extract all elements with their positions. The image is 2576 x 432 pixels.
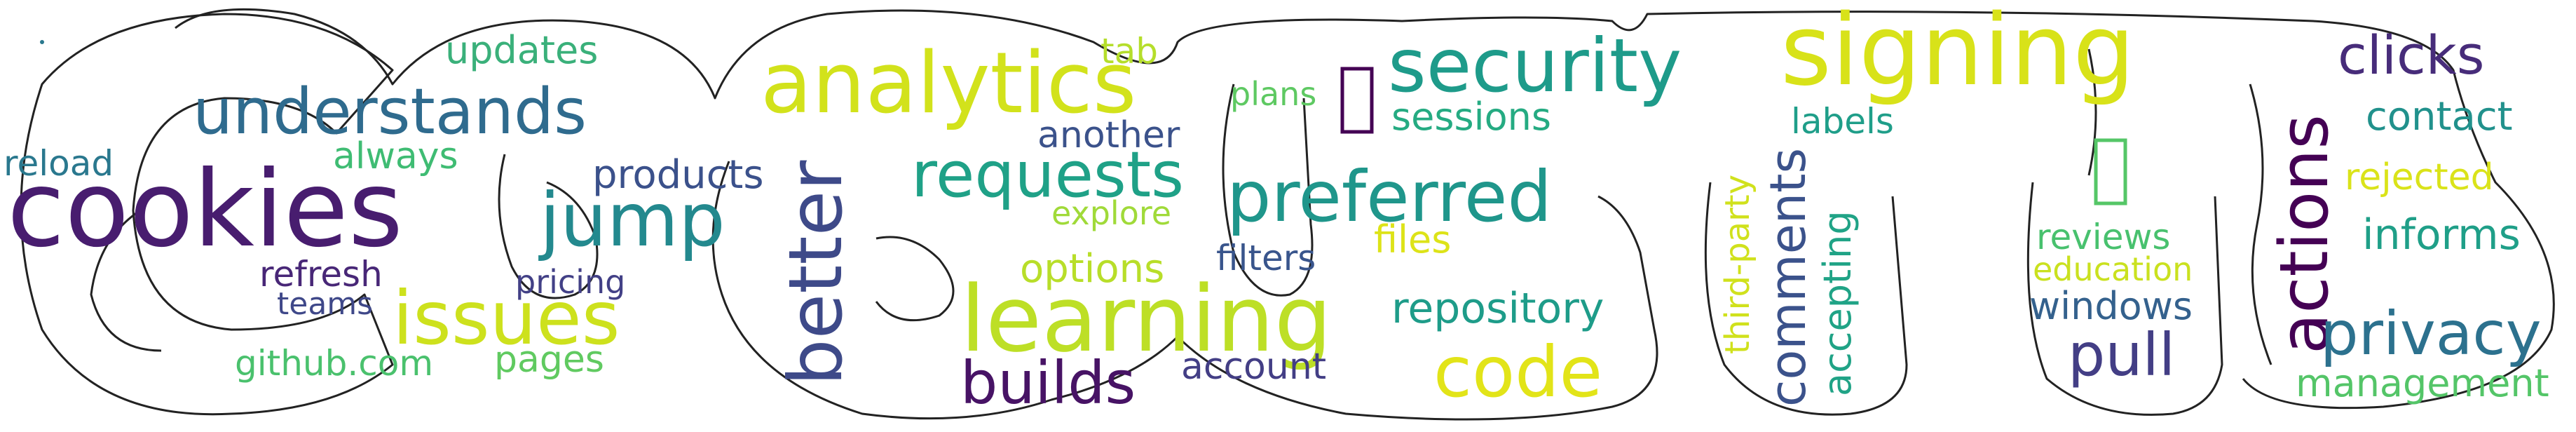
word-management: management — [2296, 361, 2549, 405]
word-contact: contact — [2366, 94, 2513, 140]
word-cookies: cookies — [7, 149, 403, 271]
word-jump: jump — [538, 177, 725, 263]
word-third-party: third-party — [1718, 175, 1757, 354]
word-windows: windows — [2029, 284, 2193, 328]
word-analytics: analytics — [761, 35, 1136, 133]
word-explore: explore — [1051, 194, 1171, 232]
word-teams: teams — [277, 286, 373, 322]
word-account: account — [1181, 346, 1326, 388]
word-rejected: rejected — [2345, 156, 2494, 198]
word-comments: comments — [1759, 148, 1817, 407]
word-updates: updates — [445, 28, 598, 72]
word-better: better — [773, 160, 859, 386]
word-learning: learning — [960, 266, 1332, 372]
word-understands: understands — [193, 75, 587, 149]
word-options: options — [1020, 246, 1164, 292]
word-requests: requests — [911, 138, 1184, 212]
word-accepting: accepting — [1815, 210, 1860, 396]
word-github-com: github.com — [235, 343, 433, 384]
glyph-box-icon — [1340, 67, 1374, 134]
word-actions: actions — [2266, 114, 2343, 354]
word-reload: reload — [4, 143, 114, 184]
word-signing: signing — [1780, 0, 2135, 108]
word-labels: labels — [1791, 101, 1894, 142]
word-privacy: privacy — [2320, 299, 2542, 369]
word-always: always — [333, 135, 458, 177]
word-issues: issues — [393, 276, 620, 361]
word-refresh: refresh — [259, 254, 383, 295]
word-informs: informs — [2362, 210, 2521, 259]
word-filters: filters — [1216, 238, 1316, 278]
word-plans: plans — [1230, 75, 1316, 113]
word-clicks: clicks — [2338, 24, 2484, 86]
word-tab: tab — [1100, 31, 1158, 72]
word-preferred: preferred — [1227, 156, 1552, 238]
word-code: code — [1433, 331, 1602, 413]
word-pull: pull — [2068, 320, 2175, 389]
word-another: another — [1037, 114, 1180, 156]
word-security: security — [1388, 23, 1682, 109]
word-reviews: reviews — [2036, 217, 2170, 257]
word-repository: repository — [1391, 284, 1604, 333]
word-education: education — [2033, 250, 2193, 288]
word-products: products — [592, 152, 764, 198]
dot-icon — [40, 40, 44, 44]
word-pages: pages — [494, 339, 604, 381]
word-pricing: pricing — [515, 263, 625, 301]
word-sessions: sessions — [1391, 95, 1551, 139]
word-builds: builds — [960, 349, 1136, 417]
glyph-box-icon — [2094, 138, 2127, 205]
word-files: files — [1374, 217, 1451, 262]
